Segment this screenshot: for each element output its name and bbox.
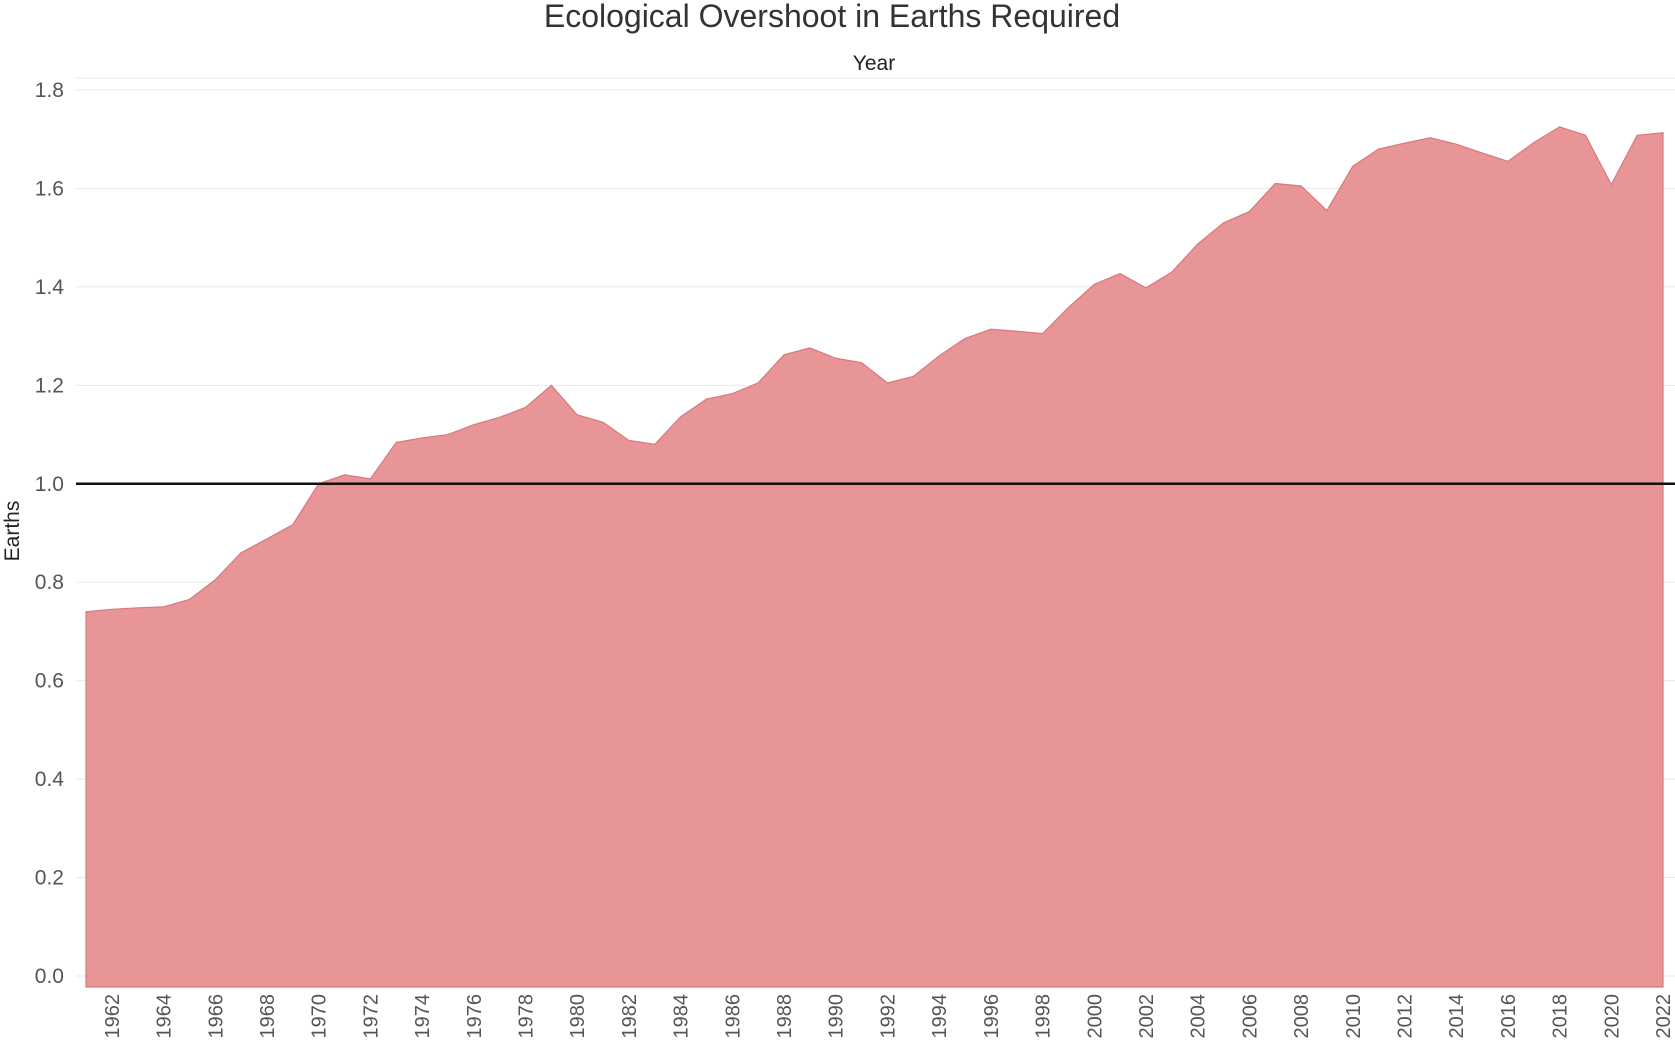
area-fill	[85, 126, 1664, 988]
y-tick-label: 1.8	[35, 79, 64, 102]
x-tick-label: 1978	[515, 994, 537, 1039]
x-tick-label: 1992	[877, 994, 899, 1039]
y-tick-label: 0.4	[35, 768, 65, 791]
area-series	[85, 126, 1664, 988]
x-tick-label: 1972	[360, 994, 382, 1039]
y-tick-label: 1.0	[35, 473, 64, 496]
x-tick-label: 2008	[1291, 994, 1313, 1039]
x-tick-label: 2022	[1653, 994, 1675, 1039]
y-tick-label: 1.4	[35, 276, 65, 299]
x-tick-label: 2020	[1601, 994, 1623, 1039]
x-tick-label: 2010	[1343, 994, 1365, 1039]
x-tick-label: 2018	[1550, 994, 1572, 1039]
x-tick-label: 1964	[154, 994, 176, 1039]
x-tick-label: 2000	[1084, 994, 1106, 1039]
x-tick-label: 1970	[309, 994, 331, 1039]
x-tick-label: 1984	[671, 994, 693, 1039]
x-tick-label: 1998	[1033, 994, 1055, 1039]
x-tick-label: 2004	[1188, 994, 1210, 1039]
x-tick-label: 1962	[102, 994, 124, 1039]
x-tick-label: 1980	[567, 994, 589, 1039]
y-tick-label: 0.8	[35, 571, 64, 594]
x-tick-label: 2006	[1239, 994, 1261, 1039]
x-tick-label: 2012	[1394, 994, 1416, 1039]
y-axis-ticks: 0.0 0.2 0.4 0.6 0.8 1.0 1.2 1.4 1.6 1.8	[35, 79, 65, 988]
x-tick-label: 1966	[205, 994, 227, 1039]
x-axis-label: Year	[853, 52, 895, 75]
x-tick-label: 1976	[464, 994, 486, 1039]
x-axis-ticks: 1962 1964 1966 1968 1970 1972 1974 1976 1978 1980…	[102, 994, 1675, 1039]
x-tick-label: 1990	[826, 994, 848, 1039]
x-tick-label: 1982	[619, 994, 641, 1039]
y-tick-label: 0.6	[35, 670, 64, 693]
x-tick-label: 2002	[1136, 994, 1158, 1039]
x-tick-label: 1986	[722, 994, 744, 1039]
x-tick-label: 1994	[929, 994, 951, 1039]
x-tick-label: 1968	[257, 994, 279, 1039]
y-axis-label: Earths	[1, 501, 24, 562]
y-tick-label: 0.0	[35, 965, 64, 988]
chart-title: Ecological Overshoot in Earths Required	[544, 0, 1120, 34]
x-tick-label: 2016	[1498, 994, 1520, 1039]
y-tick-label: 1.2	[35, 374, 64, 397]
x-tick-label: 1988	[774, 994, 796, 1039]
y-tick-label: 1.6	[35, 177, 64, 200]
x-tick-label: 1996	[981, 994, 1003, 1039]
y-tick-label: 0.2	[35, 867, 64, 890]
x-tick-label: 2014	[1446, 994, 1468, 1039]
x-tick-label: 1974	[412, 994, 434, 1039]
